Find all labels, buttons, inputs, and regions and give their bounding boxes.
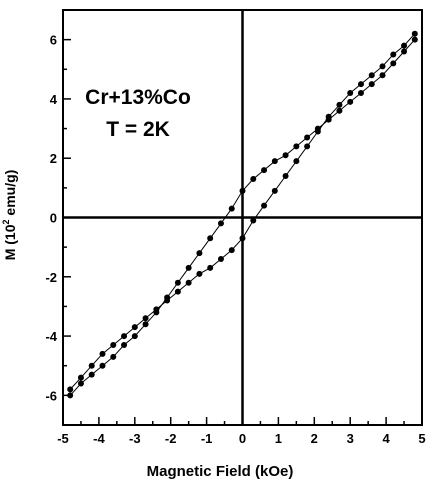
data-point [217,220,224,227]
y-tick-label: -2 [45,270,57,285]
x-axis-label: Magnetic Field (kOe) [147,463,294,480]
x-tick-label: -3 [129,431,141,446]
data-point [390,60,397,67]
data-point [77,374,84,381]
data-point [196,250,203,257]
data-point [314,128,321,135]
x-tick-label: -1 [201,431,213,446]
data-point [261,202,268,209]
data-point [164,297,171,304]
y-axis-label: M (102 emu/g) [1,170,18,261]
data-point [271,187,278,194]
data-point [379,63,386,70]
data-point [271,158,278,165]
data-point [88,371,95,378]
x-tick-label: 4 [382,431,390,446]
y-axis-label-prefix: M (10 [2,224,18,260]
axis-ticks [62,9,423,426]
data-point [174,288,181,295]
data-point [207,264,214,271]
data-point [174,279,181,286]
x-tick-label: 1 [275,431,282,446]
data-point [411,36,418,43]
data-point [357,81,364,88]
y-axis-label-exponent: 2 [1,219,11,224]
data-point [411,30,418,37]
data-point [207,235,214,242]
data-point [99,362,106,369]
x-tick-label: 0 [239,431,246,446]
x-tick-label: -5 [57,431,69,446]
y-tick-label: 6 [50,33,57,48]
data-point [121,341,128,348]
data-point [357,90,364,96]
data-point [390,51,397,58]
data-point [325,113,332,120]
data-point [250,175,257,182]
axis-tick-labels: -5 -4 -3 -2 -1 0 1 2 3 4 5 -6 -4 -2 0 2 4 6 [45,33,425,446]
data-point [293,158,300,165]
data-point [110,353,117,360]
y-axis-label-suffix: emu/g) [2,170,18,220]
data-point [185,264,192,271]
data-point [88,362,95,369]
data-point [304,134,311,141]
data-point [131,324,138,331]
data-point [401,48,408,55]
data-point [131,333,138,340]
x-tick-label: -2 [165,431,177,446]
data-point [99,350,106,357]
y-tick-label: 2 [50,151,57,166]
data-point [401,42,408,49]
data-point [142,315,149,322]
data-point [336,101,343,108]
data-point [121,333,128,340]
data-point [142,321,149,328]
data-point [67,386,74,393]
data-point [261,167,268,174]
data-point [228,247,235,254]
x-tick-label: -4 [93,431,105,446]
data-point [185,279,192,286]
data-point [282,173,289,179]
data-point [153,306,160,313]
data-point [379,72,386,79]
data-point [228,205,235,212]
data-point [347,98,354,105]
data-points [67,30,418,399]
sample-annotation: Cr+13%Co [85,86,191,109]
x-tick-label: 5 [418,431,425,446]
x-tick-label: 2 [311,431,318,446]
data-point [77,380,84,387]
data-point [368,81,375,88]
data-point [368,72,375,79]
temperature-annotation: T = 2K [106,118,170,141]
data-point [196,270,203,277]
data-point [293,143,300,150]
data-point [282,152,289,159]
x-tick-label: 3 [347,431,354,446]
data-point [217,256,224,262]
data-point [336,107,343,114]
data-point [250,217,257,224]
y-tick-label: 0 [50,211,57,226]
data-point [347,90,354,96]
data-point [110,341,117,348]
y-tick-label: -6 [45,388,57,403]
y-tick-label: 4 [50,92,58,107]
y-tick-label: -4 [45,329,57,344]
data-point [304,143,311,150]
